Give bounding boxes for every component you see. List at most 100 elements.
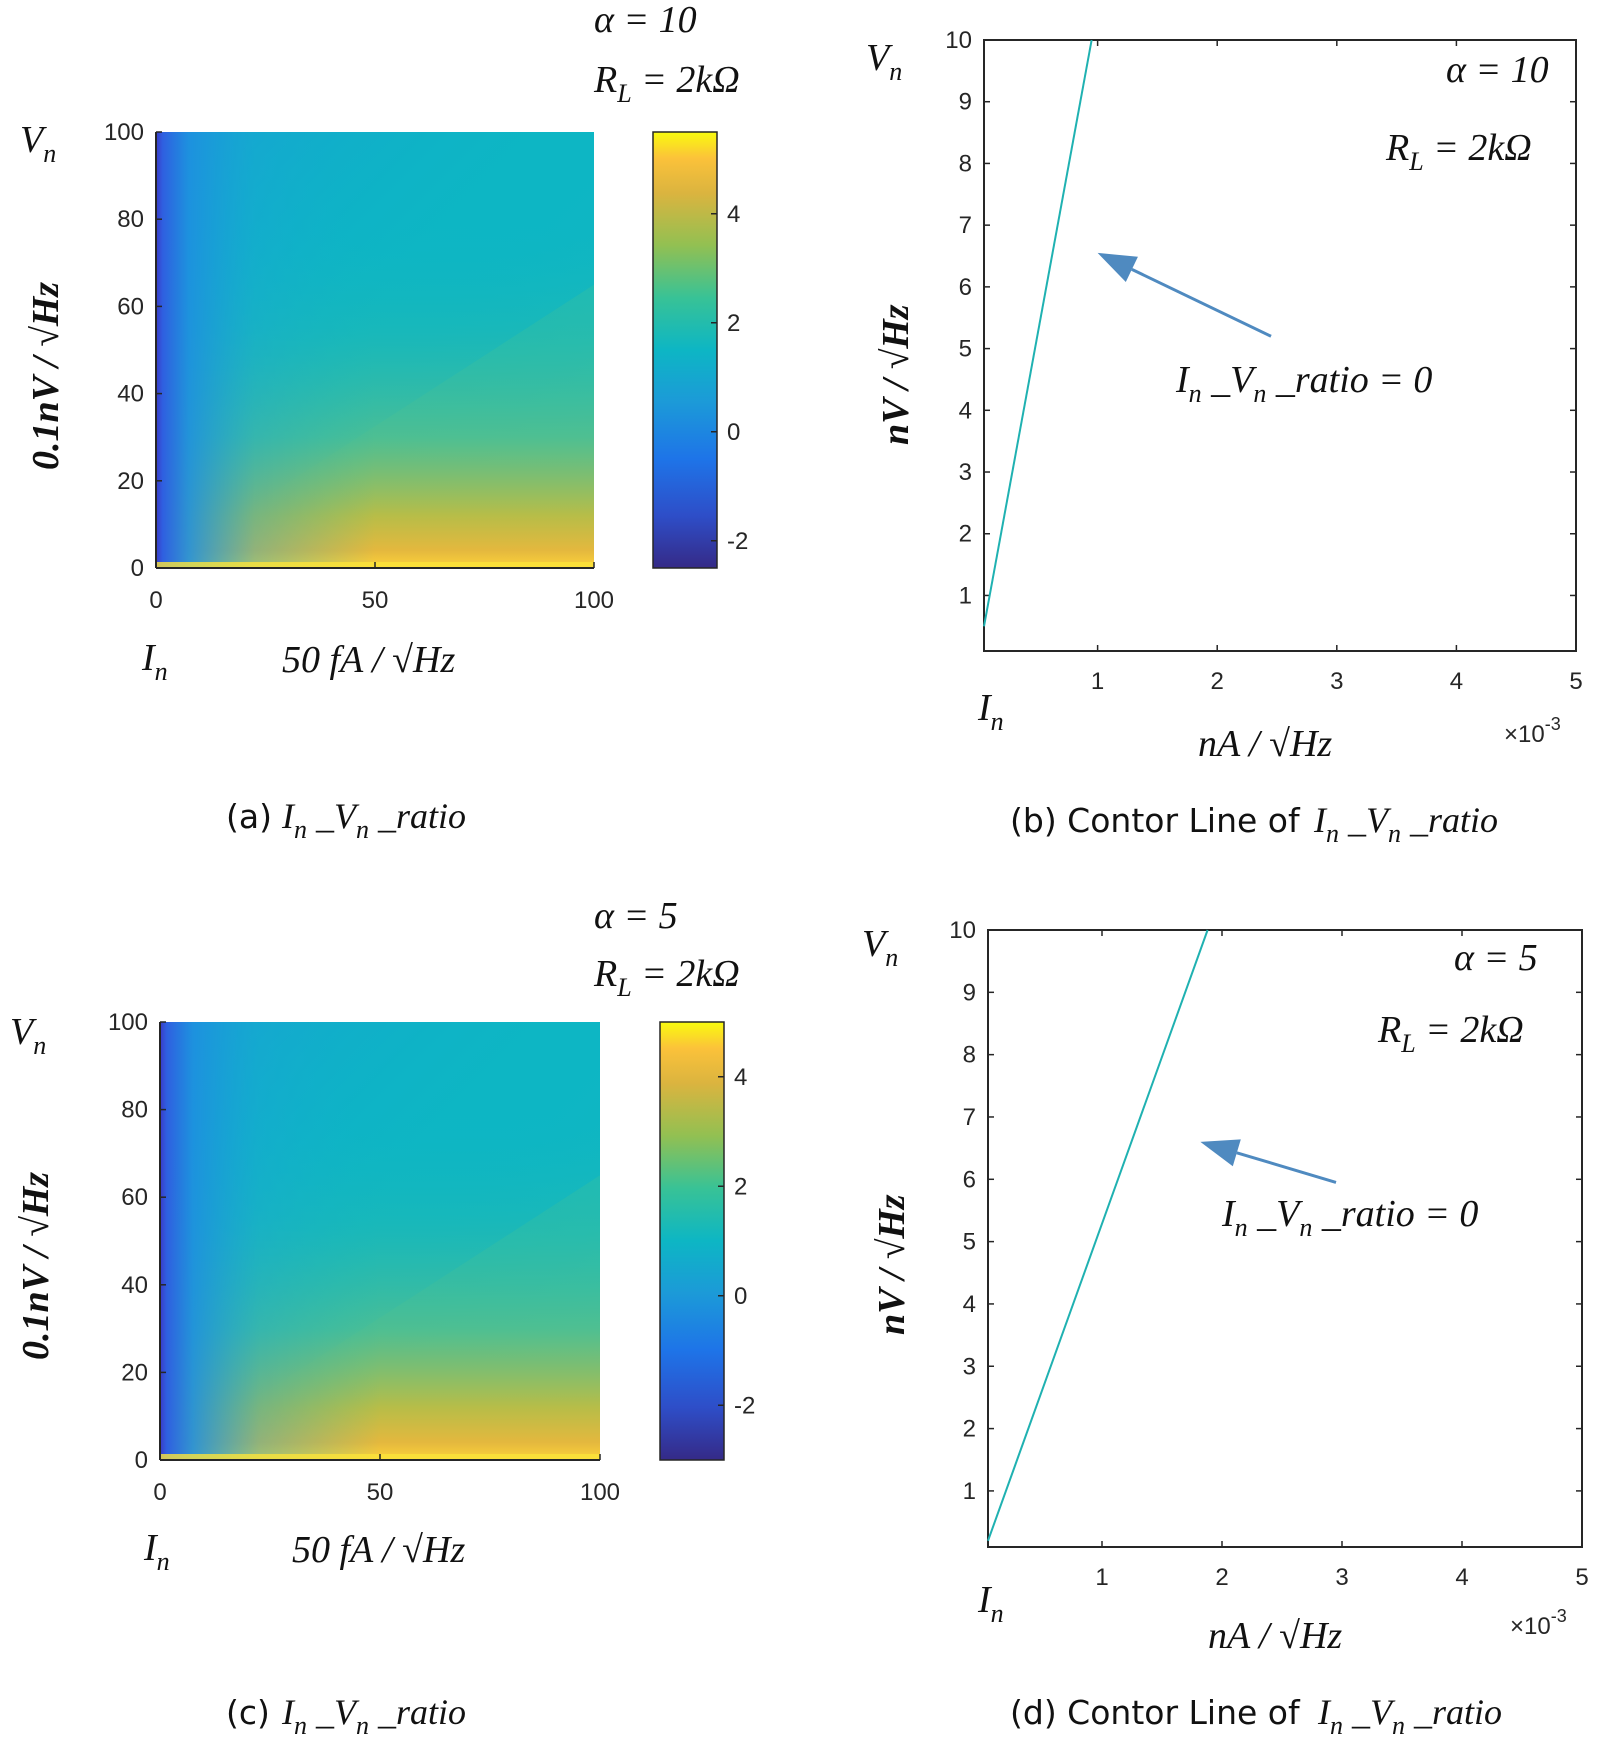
svg-text:In _Vn _ratio: In _Vn _ratio xyxy=(281,1692,466,1740)
param-rl: RL = 2kΩ xyxy=(593,59,740,108)
colorbar-tick-label: 0 xyxy=(734,1283,747,1310)
param-rl: RL = 2kΩ xyxy=(1377,1009,1524,1058)
param-alpha: α = 5 xyxy=(594,895,678,937)
x-tick-label: 5 xyxy=(1575,1564,1588,1591)
y-symbol: Vn xyxy=(10,1011,46,1060)
svg-text:In: In xyxy=(977,687,1004,736)
colorbar xyxy=(652,131,718,569)
y-axis-label: nV / √Hz xyxy=(871,1194,913,1335)
arrow-shaft xyxy=(1131,268,1272,338)
y-tick-label: 4 xyxy=(963,1291,976,1318)
x-symbol: In xyxy=(143,1527,170,1576)
x-ticks: 0 50 100 xyxy=(153,1454,620,1506)
y-tick-label: 20 xyxy=(121,1359,148,1386)
param-rl: RL = 2kΩ xyxy=(593,953,740,1002)
caption: (c) In _Vn _ratio xyxy=(226,1692,466,1740)
colorbar-tick-label: 2 xyxy=(727,310,740,337)
panel-b: Vn nV / √Hz 1 2 3 4 5 1 2 3 4 5 6 7 8 9 10 In _Vn _ra… xyxy=(866,27,1583,848)
y-tick-label: 8 xyxy=(963,1042,976,1069)
x-tick-label: 0 xyxy=(153,1479,166,1506)
param-alpha: α = 5 xyxy=(1454,937,1538,979)
heatmap-a-layers xyxy=(156,132,594,568)
y-tick-label: 9 xyxy=(963,979,976,1006)
x-symbol: In xyxy=(141,637,168,686)
arrow-head xyxy=(1200,1139,1241,1167)
arrow xyxy=(1200,1139,1337,1184)
y-tick-label: 10 xyxy=(945,27,972,54)
caption: (b) Contor Line of In _Vn _ratio xyxy=(1010,800,1498,848)
svg-text:In _Vn _ratio: In _Vn _ratio xyxy=(1313,800,1498,848)
plot-area xyxy=(983,39,1577,652)
param-rl: RL = 2kΩ xyxy=(1385,127,1532,176)
y-tick-label: 80 xyxy=(117,206,144,233)
svg-text:α = 10: α = 10 xyxy=(1446,49,1549,91)
x-ticks: 1 2 3 4 5 xyxy=(1091,40,1583,695)
y-tick-label: 5 xyxy=(959,336,972,363)
y-tick-label: 40 xyxy=(121,1272,148,1299)
y-tick-label: 100 xyxy=(104,119,144,146)
y-ticks: 0 20 40 60 80 100 xyxy=(104,119,162,582)
arrow-head xyxy=(1097,252,1138,282)
svg-text:Vn: Vn xyxy=(866,37,902,86)
x-tick-label: 100 xyxy=(574,587,614,614)
x-axis-label: nA / √Hz xyxy=(1198,723,1332,765)
y-tick-label: 9 xyxy=(959,89,972,116)
svg-text:Vn: Vn xyxy=(10,1011,46,1060)
x-tick-label: 3 xyxy=(1330,668,1343,695)
y-tick-label: 100 xyxy=(108,1009,148,1036)
y-tick-label: 0 xyxy=(135,1447,148,1474)
svg-text:α = 5: α = 5 xyxy=(1454,937,1538,979)
x-tick-label: 1 xyxy=(1091,668,1104,695)
svg-text:Vn: Vn xyxy=(862,923,898,972)
y-symbol: Vn xyxy=(862,923,898,972)
y-tick-label: 5 xyxy=(963,1229,976,1256)
svg-text:nV / √Hz: nV / √Hz xyxy=(875,304,917,445)
x-tick-label: 0 xyxy=(149,587,162,614)
y-tick-label: 60 xyxy=(121,1184,148,1211)
contour-line xyxy=(983,39,1093,627)
x-symbol: In xyxy=(977,687,1004,736)
x-ticks: 0 50 100 xyxy=(149,562,614,614)
svg-text:RL = 2kΩ: RL = 2kΩ xyxy=(593,59,740,108)
y-axis-label: 0.1nV / √Hz xyxy=(15,1172,57,1360)
annotation: In _Vn _ratio = 0 xyxy=(1175,359,1432,408)
y-tick-label: 1 xyxy=(959,582,972,609)
annotation: In _Vn _ratio = 0 xyxy=(1221,1193,1478,1242)
colorbar-ticks: -2 0 2 4 xyxy=(718,1064,755,1419)
svg-text:×10-3: ×10-3 xyxy=(1504,714,1561,748)
svg-text:(a): (a) xyxy=(226,797,272,836)
y-tick-label: 6 xyxy=(963,1166,976,1193)
svg-text:Vn: Vn xyxy=(20,119,56,168)
y-tick-label: 7 xyxy=(963,1104,976,1131)
svg-text:0.1nV / √Hz: 0.1nV / √Hz xyxy=(15,1172,57,1360)
y-ticks: 1 2 3 4 5 6 7 8 9 10 xyxy=(945,27,1576,609)
x-ticks: 1 2 3 4 5 xyxy=(1095,930,1589,1591)
svg-text:nA / √Hz: nA / √Hz xyxy=(1208,1615,1342,1657)
y-tick-label: 60 xyxy=(117,293,144,320)
y-tick-label: 3 xyxy=(959,459,972,486)
svg-text:In _Vn _ratio: In _Vn _ratio xyxy=(1317,1692,1502,1740)
colorbar-ticks: -2 0 2 4 xyxy=(711,201,748,555)
arrow xyxy=(1097,252,1272,338)
colorbar-tick-label: 0 xyxy=(727,419,740,446)
svg-text:In _Vn _ratio = 0: In _Vn _ratio = 0 xyxy=(1221,1193,1478,1242)
colorbar-tick-label: 2 xyxy=(734,1173,747,1200)
colorbar-tick-label: 4 xyxy=(727,201,740,228)
y-tick-label: 2 xyxy=(959,521,972,548)
x-tick-label: 3 xyxy=(1335,1564,1348,1591)
x-exponent: ×10-3 xyxy=(1504,714,1561,748)
plot-area xyxy=(987,929,1583,1548)
y-tick-label: 1 xyxy=(963,1478,976,1505)
svg-text:In _Vn _ratio: In _Vn _ratio xyxy=(281,796,466,844)
x-tick-label: 2 xyxy=(1211,668,1224,695)
y-ticks: 0 20 40 60 80 100 xyxy=(108,1009,166,1474)
svg-text:In: In xyxy=(143,1527,170,1576)
colorbar-tick-label: -2 xyxy=(727,528,748,555)
series-line xyxy=(987,929,1209,1542)
svg-text:0.1nV / √Hz: 0.1nV / √Hz xyxy=(25,282,67,470)
y-symbol: Vn xyxy=(866,37,902,86)
svg-text:(b) Contor Line of: (b) Contor Line of xyxy=(1010,801,1301,840)
svg-text:α = 5: α = 5 xyxy=(594,895,678,937)
y-tick-label: 40 xyxy=(117,381,144,408)
series-line xyxy=(983,39,1093,627)
